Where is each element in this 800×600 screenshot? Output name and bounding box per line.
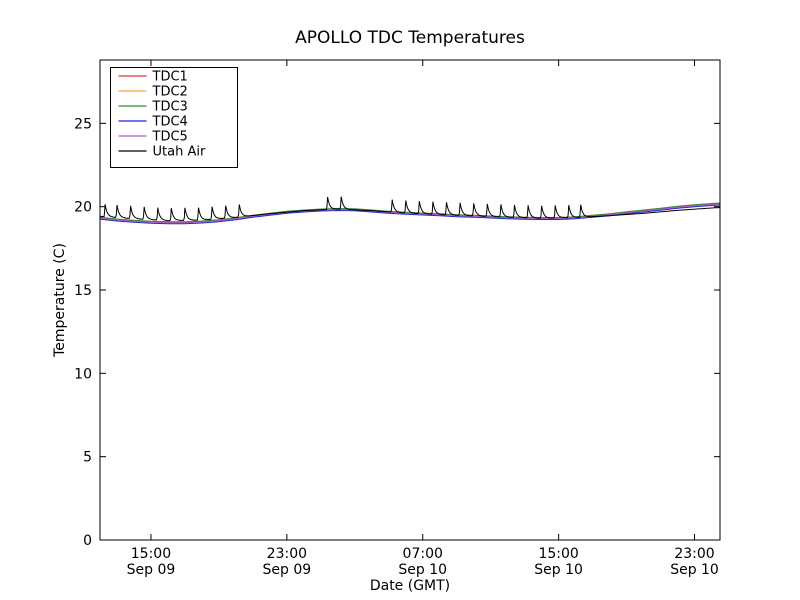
y-axis-ticks: 0 5 10 15 20 25: [74, 116, 720, 549]
x-axis-label: Date (GMT): [369, 578, 451, 594]
x-tick-label-date: Sep 10: [534, 562, 583, 578]
y-tick-label: 25: [74, 116, 92, 132]
x-tick-label-time: 07:00: [403, 546, 443, 562]
y-axis-label: Temperature (C): [52, 243, 68, 357]
y-tick-label: 15: [74, 283, 92, 299]
x-tick-label-time: 23:00: [267, 546, 307, 562]
x-tick-label-time: 23:00: [674, 546, 714, 562]
legend-label-TDC4: TDC4: [152, 115, 188, 130]
series-line-TDC3: [99, 202, 721, 223]
chart-title: APOLLO TDC Temperatures: [295, 28, 525, 48]
series-line-utah-air: [99, 196, 720, 222]
x-tick-label-date: Sep 10: [670, 562, 719, 578]
x-tick-label-time: 15:00: [538, 546, 578, 562]
series-lines: [99, 196, 721, 225]
legend-label-TDC2: TDC2: [152, 85, 188, 100]
legend-label-TDC5: TDC5: [152, 130, 188, 145]
series-line-TDC4: [99, 204, 721, 225]
y-tick-label: 10: [74, 366, 92, 382]
x-tick-label-time: 15:00: [131, 546, 171, 562]
legend-label-TDC1: TDC1: [152, 70, 188, 85]
plot-border: [99, 59, 721, 541]
x-tick-label-date: Sep 09: [127, 562, 176, 578]
legend-label-Utah Air: Utah Air: [153, 145, 206, 160]
y-tick-label: 5: [83, 450, 92, 466]
legend-label-TDC3: TDC3: [152, 100, 188, 115]
y-tick-label: 20: [74, 200, 92, 216]
x-tick-label-date: Sep 10: [398, 562, 447, 578]
y-tick-label: 0: [83, 533, 92, 549]
x-tick-label-date: Sep 09: [263, 562, 312, 578]
